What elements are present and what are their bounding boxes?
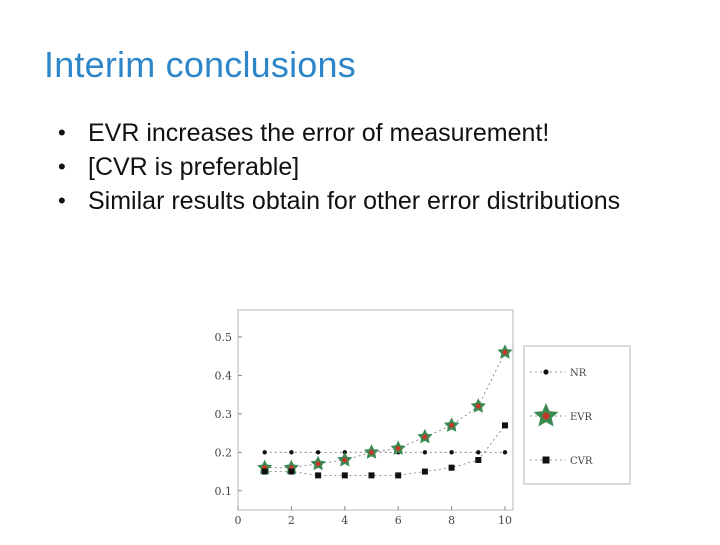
bullet-icon: •: [58, 154, 66, 179]
data-point: [476, 450, 481, 455]
chart: 0.1 0.2 0.3 0.4 0.5 0 2 4 6 8 10 NR EVR CVR: [198, 300, 638, 540]
data-point: [502, 450, 508, 455]
data-point: [341, 472, 348, 479]
data-point: [542, 456, 550, 464]
bullet-text: EVR increases the error of measurement!: [88, 119, 550, 147]
x-tick-label: 8: [448, 514, 455, 527]
data-point: [368, 472, 375, 479]
x-tick-label: 6: [395, 514, 402, 527]
bullet-list: • EVR increases the error of measurement…: [58, 116, 698, 218]
data-point: [422, 450, 428, 455]
x-tick-label: 0: [235, 514, 242, 527]
y-tick-label: 0.1: [215, 485, 233, 498]
data-point: [543, 369, 549, 375]
data-point-center: [342, 457, 348, 463]
legend-label: EVR: [570, 412, 593, 423]
bullet-item: • EVR increases the error of measurement…: [58, 116, 698, 150]
data-point-center: [315, 461, 321, 467]
bullet-item: • [CVR is preferable]: [58, 150, 698, 184]
y-tick-label: 0.3: [215, 408, 233, 421]
data-point: [288, 468, 295, 475]
x-tick-label: 10: [498, 514, 512, 527]
series-line: [264, 425, 506, 476]
data-point: [475, 457, 482, 463]
series-line: [264, 352, 506, 469]
data-point-center: [368, 449, 374, 455]
data-point-center: [395, 445, 401, 451]
y-tick-label: 0.5: [215, 331, 233, 344]
data-point: [262, 450, 267, 455]
slide-title: Interim conclusions: [44, 44, 356, 85]
bullet-item: • Similar results obtain for other error…: [58, 184, 698, 218]
data-point: [421, 468, 428, 475]
data-point-center: [502, 349, 508, 355]
bullet-text: Similar results obtain for other error d…: [88, 187, 621, 215]
chart-svg: 0.1 0.2 0.3 0.4 0.5 0 2 4 6 8 10 NR EVR CVR: [215, 309, 631, 527]
data-point-center: [422, 434, 428, 440]
data-point: [448, 464, 455, 471]
data-point: [449, 450, 454, 455]
legend-label: CVR: [570, 456, 593, 467]
data-point: [261, 468, 268, 475]
data-point-center: [542, 412, 550, 420]
y-tick-label: 0.4: [215, 369, 233, 382]
data-point: [315, 450, 321, 455]
bullet-icon: •: [58, 120, 66, 145]
x-tick-label: 2: [288, 514, 295, 527]
bullet-text: [CVR is preferable]: [88, 153, 300, 181]
x-tick-label: 4: [341, 514, 348, 527]
data-point: [395, 472, 402, 479]
y-tick-label: 0.2: [215, 446, 233, 459]
data-point-center: [475, 403, 481, 409]
legend-label: NR: [570, 368, 587, 379]
data-point-center: [449, 422, 455, 428]
bullet-icon: •: [58, 188, 66, 213]
data-point: [315, 472, 322, 479]
data-point: [289, 450, 294, 455]
plot-frame: [237, 309, 514, 511]
data-point: [501, 422, 508, 429]
